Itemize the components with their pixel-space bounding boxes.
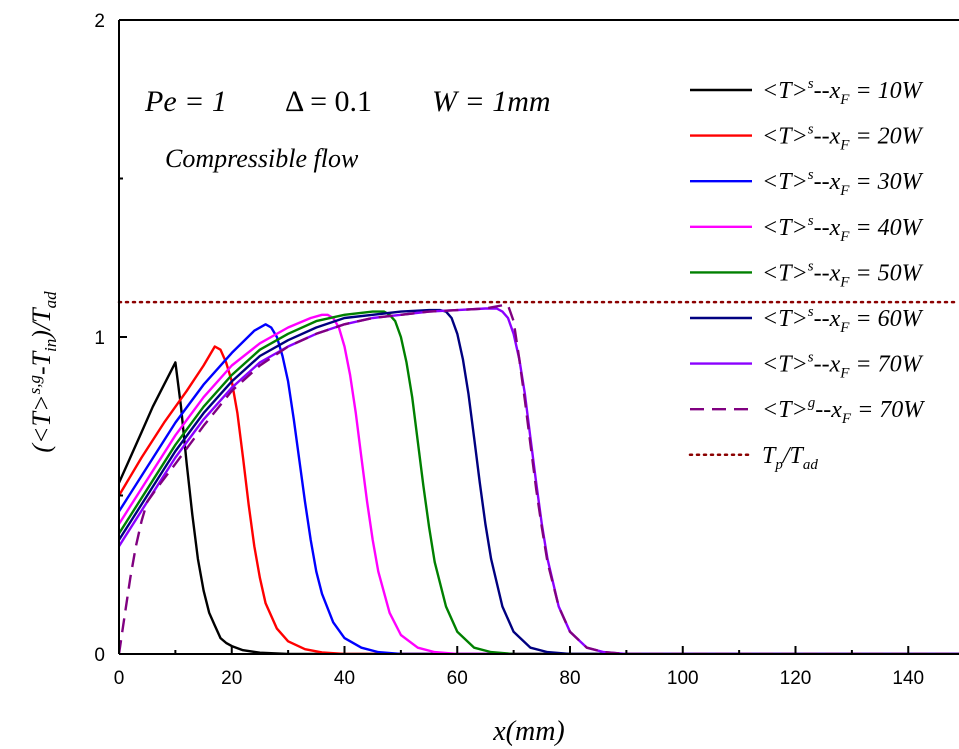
x-tick-label: 140 — [892, 668, 924, 689]
annotation-delta: Δ = 0.1 — [285, 85, 372, 118]
legend-label: <T>s--xF = 60W — [762, 304, 924, 336]
legend-label: <T>s--xF = 30W — [762, 167, 924, 199]
legend-item-8: <T>g--xF = 70W — [690, 395, 925, 427]
y-tick-label: 1 — [94, 328, 105, 349]
y-tick-label: 0 — [94, 645, 105, 666]
annotation-w: W = 1mm — [432, 85, 551, 118]
series-line-4 — [119, 313, 959, 654]
annotations: Pe = 1 Δ = 0.1 W = 1mm Compressible flow — [144, 85, 551, 173]
x-tick-label: 60 — [447, 668, 468, 689]
series-line-8 — [119, 304, 959, 654]
x-tick-label: 40 — [334, 668, 355, 689]
legend-item-7: <T>s--xF = 70W — [690, 350, 924, 382]
legend-item-5: <T>s--xF = 50W — [690, 258, 924, 290]
x-tick-label: 120 — [780, 668, 812, 689]
x-axis-label: x(mm) — [492, 716, 565, 747]
legend-label: <T>s--xF = 50W — [762, 258, 924, 290]
series-line-3 — [119, 323, 959, 654]
legend-label: <T>g--xF = 70W — [762, 395, 925, 427]
series-line-5 — [119, 310, 959, 654]
series-group — [119, 304, 959, 654]
series-line-6 — [119, 308, 959, 654]
axes: 0 20 40 60 80 100 120 140 0 1 2 x(mm) (<T>s,g-Tin)/T… — [25, 11, 959, 747]
series-line-2 — [119, 345, 959, 654]
legend: <T>s--xF = 10W <T>s--xF = 20W <T>s--xF = 3… — [688, 76, 925, 473]
legend-item-1: <T>s--xF = 10W — [690, 76, 924, 108]
legend-label: <T>s--xF = 40W — [762, 213, 924, 245]
y-tick-label: 2 — [94, 11, 105, 32]
plot-area — [117, 300, 959, 654]
legend-item-4: <T>s--xF = 40W — [690, 213, 924, 245]
legend-label: <T>s--xF = 70W — [762, 350, 924, 382]
legend-item-9: Tp/Tad — [688, 443, 818, 473]
legend-label: <T>s--xF = 20W — [762, 122, 924, 154]
x-tick-label: 100 — [667, 668, 699, 689]
x-tick-label: 80 — [559, 668, 580, 689]
legend-label: Tp/Tad — [762, 443, 818, 473]
legend-item-6: <T>s--xF = 60W — [690, 304, 924, 336]
series-line-1 — [119, 361, 959, 654]
annotation-flow: Compressible flow — [165, 144, 359, 173]
x-tick-label: 0 — [114, 668, 125, 689]
legend-item-2: <T>s--xF = 20W — [690, 122, 924, 154]
x-tick-label: 20 — [221, 668, 242, 689]
annotation-pe: Pe = 1 — [144, 85, 227, 118]
legend-label: <T>s--xF = 10W — [762, 76, 924, 108]
legend-item-3: <T>s--xF = 30W — [690, 167, 924, 199]
y-axis-label: (<T>s,g-Tin)/Tad — [25, 291, 60, 453]
